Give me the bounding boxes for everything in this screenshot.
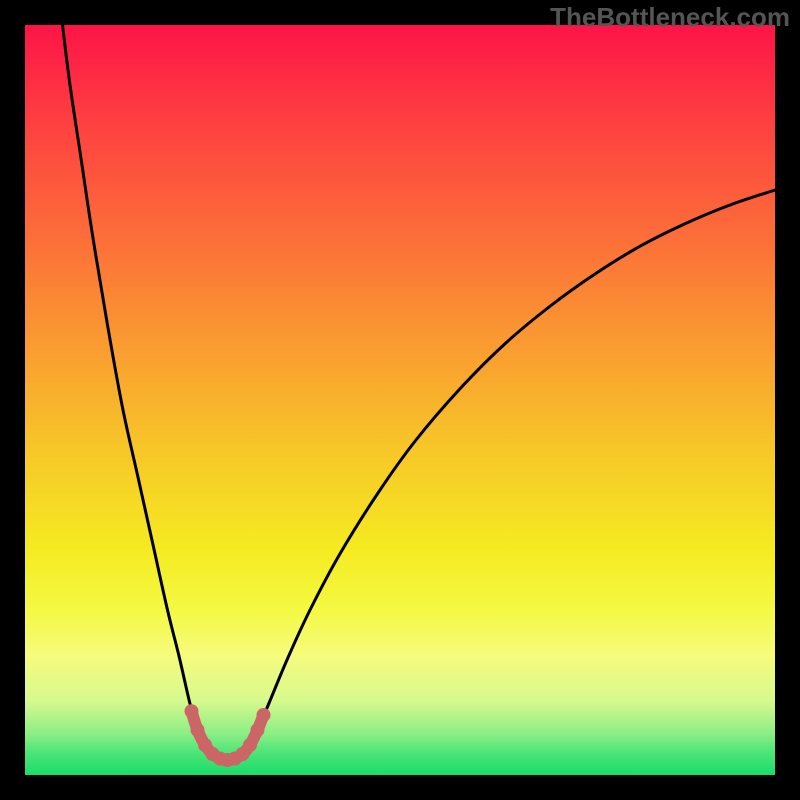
optimal-point-marker — [243, 738, 257, 752]
gradient-background — [25, 25, 775, 775]
optimal-point-marker — [185, 704, 199, 718]
bottleneck-chart — [0, 0, 800, 800]
optimal-point-marker — [191, 723, 205, 737]
chart-frame: TheBottleneck.com — [0, 0, 800, 800]
optimal-point-marker — [251, 723, 265, 737]
optimal-point-marker — [257, 708, 271, 722]
watermark-text: TheBottleneck.com — [550, 2, 790, 33]
